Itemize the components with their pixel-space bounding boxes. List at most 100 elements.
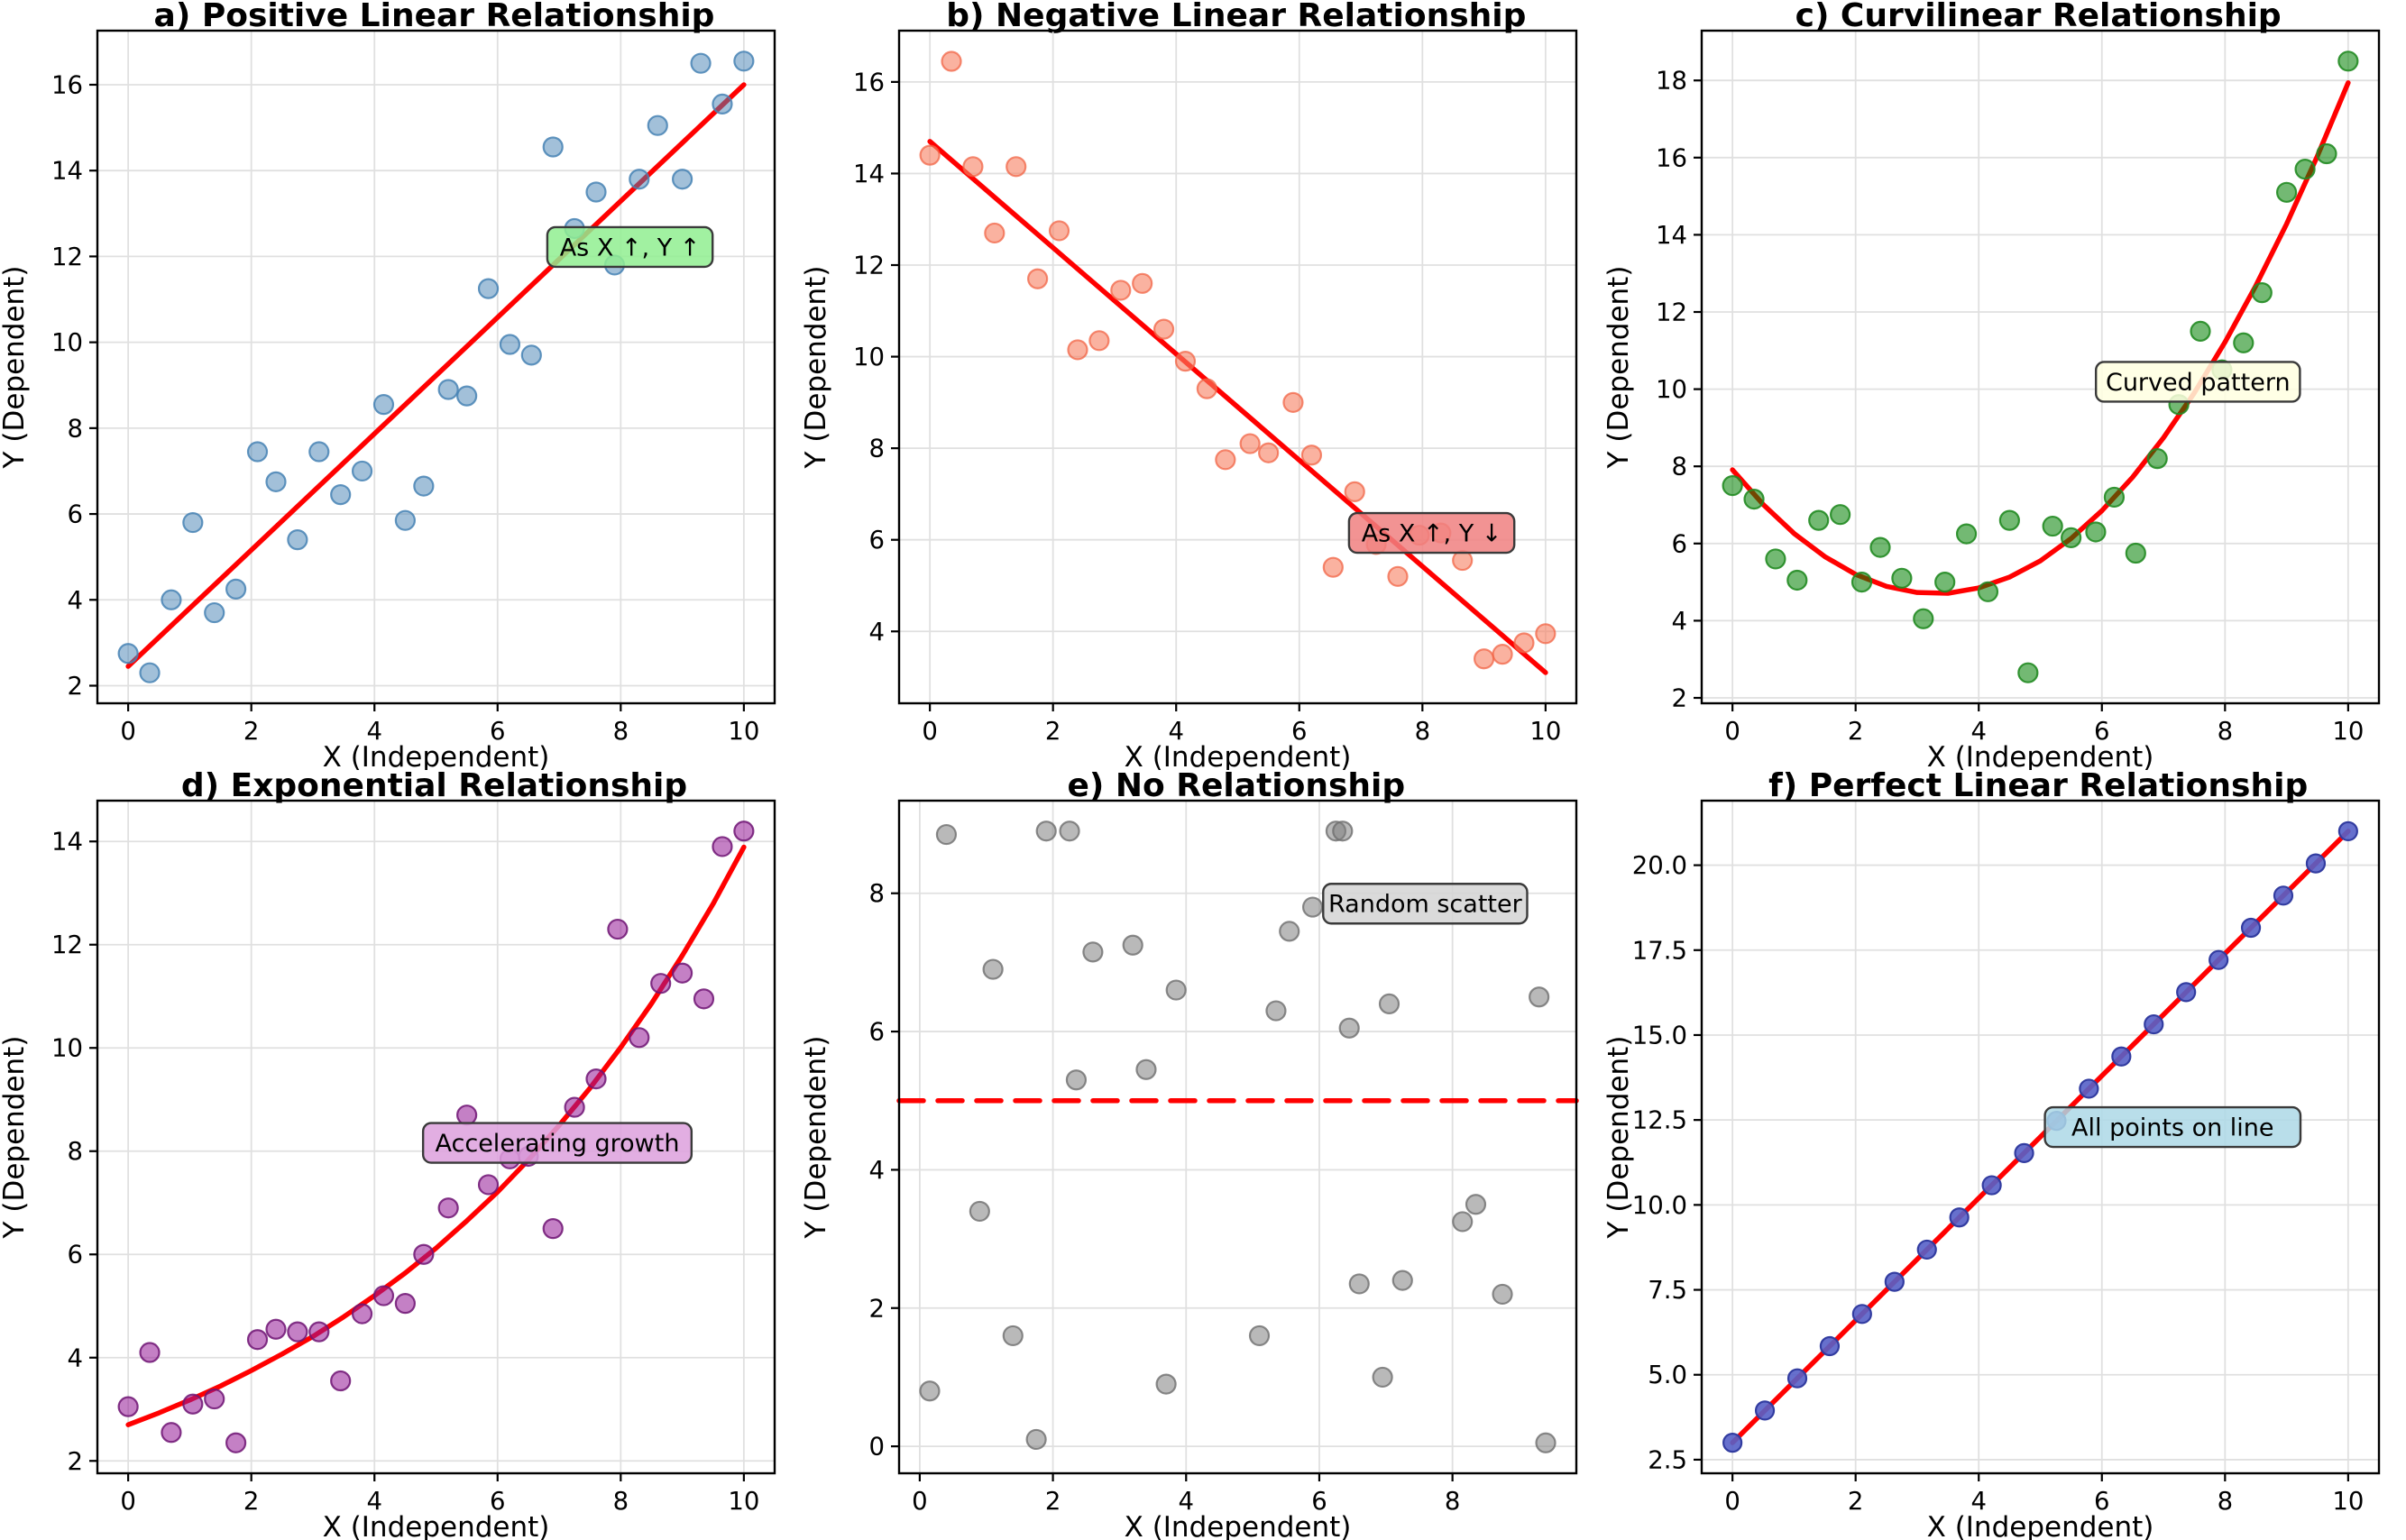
y-tick-label: 5.0 <box>1648 1361 1687 1389</box>
data-point <box>941 50 962 72</box>
data-point <box>2085 521 2107 543</box>
data-point <box>585 181 607 203</box>
data-point <box>2240 917 2261 939</box>
data-point <box>1175 351 1197 372</box>
trend-line <box>927 139 1548 675</box>
x-axis: 0 2 4 6 8 10 X (Independent) <box>923 703 1562 770</box>
data-point <box>1786 569 1808 591</box>
data-point <box>1786 1368 1807 1389</box>
y-tick-label: 14 <box>853 160 885 188</box>
subplot-f-title: f) Perfect Linear Relationship <box>1768 767 2309 804</box>
data-point <box>456 385 478 407</box>
x-tick-label: 0 <box>120 1487 136 1516</box>
data-point <box>1829 504 1850 526</box>
x-tick-label: 6 <box>2094 717 2110 746</box>
data-point <box>1387 565 1409 587</box>
data-point <box>1003 1325 1024 1347</box>
data-point <box>330 484 352 506</box>
annotation: As X ↑, Y ↓ <box>1348 511 1516 555</box>
scatter-points <box>919 50 1557 670</box>
y-tick-label: 20.0 <box>1631 851 1686 880</box>
y-tick-label: 4 <box>1671 607 1687 636</box>
annotation-box <box>2094 361 2301 403</box>
data-point <box>182 1393 204 1415</box>
y-tick-label: 17.5 <box>1631 936 1686 965</box>
data-point <box>1135 1059 1157 1080</box>
data-point <box>117 643 139 665</box>
data-point <box>671 169 693 190</box>
y-axis-label: Y (Dependent) <box>1604 1036 1635 1240</box>
data-point <box>2175 982 2196 1003</box>
data-point <box>1890 567 1913 589</box>
x-tick-label: 10 <box>728 717 759 746</box>
data-point <box>1082 941 1104 963</box>
data-point <box>1379 993 1400 1015</box>
data-point <box>1165 979 1188 1001</box>
data-point <box>1981 1175 2002 1196</box>
data-point <box>1132 272 1153 294</box>
data-point <box>351 460 373 482</box>
data-point <box>1249 1325 1271 1347</box>
data-point <box>437 379 459 400</box>
data-point <box>394 509 416 531</box>
data-point <box>690 52 712 74</box>
y-tick-label: 10 <box>853 343 885 371</box>
data-point <box>308 1321 330 1343</box>
data-point <box>308 441 330 463</box>
data-point <box>2251 282 2273 304</box>
annotation-box <box>1348 511 1516 555</box>
annotation-text: As X ↑, Y ↓ <box>1362 520 1502 548</box>
data-point <box>1301 445 1323 466</box>
data-point <box>413 475 435 497</box>
y-tick-label: 7.5 <box>1648 1276 1687 1305</box>
data-point <box>204 601 225 624</box>
data-point <box>204 1388 225 1410</box>
data-point <box>520 344 542 366</box>
data-point <box>2014 1142 2034 1163</box>
annotation-text: Random scatter <box>1328 891 1523 919</box>
data-point <box>1513 632 1535 654</box>
data-point <box>2110 1046 2132 1067</box>
x-axis-label: X (Independent) <box>1125 741 1352 770</box>
subplot-b: b) Negative Linear Relationship 0 2 4 6 8 10 X… <box>802 0 1603 770</box>
data-point <box>984 222 1006 244</box>
data-point <box>1332 820 1354 842</box>
annotation: All points on line <box>2043 1105 2301 1149</box>
data-point <box>117 1396 139 1417</box>
data-point <box>1153 318 1175 340</box>
data-point <box>246 1329 269 1351</box>
x-tick-label: 4 <box>366 1487 382 1516</box>
data-point <box>671 962 693 984</box>
annotation: Curved pattern <box>2094 361 2301 403</box>
data-point <box>265 1318 287 1340</box>
x-tick-label: 0 <box>923 717 939 746</box>
y-tick-label: 8 <box>869 435 886 463</box>
data-point <box>1348 1273 1371 1295</box>
subplot-d-title: d) Exponential Relationship <box>180 767 688 804</box>
axes-frame <box>1700 799 2380 1475</box>
data-point <box>1323 556 1345 578</box>
annotation-box <box>546 225 714 269</box>
data-point <box>1155 1373 1178 1395</box>
data-point <box>1869 536 1891 558</box>
y-tick-label: 2 <box>68 1447 84 1476</box>
x-tick-label: 8 <box>613 717 629 746</box>
data-point <box>1282 391 1304 413</box>
gridlines <box>97 31 775 703</box>
subplot-f-canvas: 0 2 4 6 8 10 X (Independent) 2.5 5.0 7.5 10.0 12.5 1… <box>1604 799 2380 1540</box>
y-tick-label: 16 <box>51 70 83 99</box>
data-point <box>351 1303 373 1325</box>
y-tick-label: 8 <box>869 879 886 908</box>
x-axis: 0 2 4 6 8 X (Independent) <box>912 1473 1461 1540</box>
y-tick-label: 15.0 <box>1631 1021 1686 1050</box>
trend-line <box>125 82 747 669</box>
x-tick-label: 6 <box>490 717 506 746</box>
data-point <box>712 93 733 115</box>
data-point <box>1722 475 1743 497</box>
scatter-points <box>1722 50 2359 683</box>
data-point <box>1474 648 1495 670</box>
data-point <box>2103 486 2125 509</box>
data-point <box>1754 1400 1775 1421</box>
subplot-e-title: e) No Relationship <box>1067 767 1406 804</box>
